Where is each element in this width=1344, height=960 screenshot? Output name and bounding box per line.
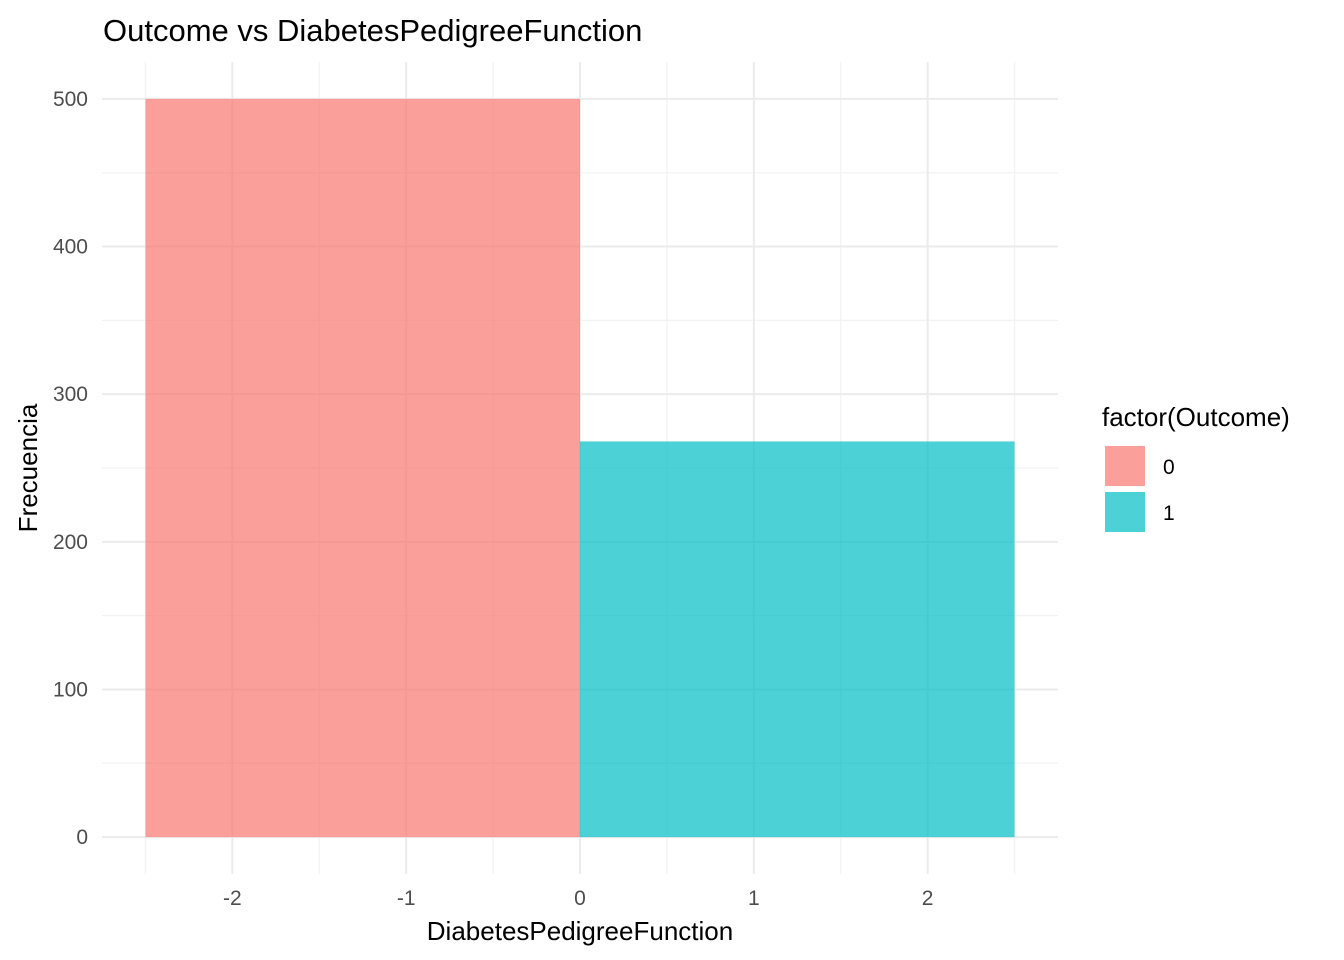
x-axis-title: DiabetesPedigreeFunction — [427, 916, 733, 946]
y-axis-title: Frecuencia — [13, 403, 43, 532]
x-tick-label: 2 — [922, 887, 934, 910]
legend-label-1: 1 — [1163, 502, 1175, 525]
bars — [145, 98, 1015, 838]
legend-title: factor(Outcome) — [1102, 402, 1290, 432]
legend-label-0: 0 — [1163, 456, 1175, 479]
y-tick-label: 0 — [76, 826, 88, 849]
y-tick-label: 500 — [53, 88, 88, 111]
y-tick-label: 100 — [53, 678, 88, 701]
x-tick-label: 1 — [748, 887, 760, 910]
legend-key-1 — [1103, 490, 1147, 534]
y-tick-label: 400 — [53, 236, 88, 259]
y-axis-ticks: 0 100 200 300 400 500 — [53, 88, 88, 849]
y-tick-label: 300 — [53, 383, 88, 406]
legend: factor(Outcome) 0 1 — [1102, 402, 1290, 534]
bar-outcome-0 — [145, 98, 581, 838]
x-axis-ticks: -2 -1 0 1 2 — [223, 887, 933, 910]
x-tick-label: -2 — [223, 887, 242, 910]
x-tick-label: -1 — [397, 887, 416, 910]
x-tick-label: 0 — [574, 887, 586, 910]
legend-key-0 — [1103, 444, 1147, 488]
y-tick-label: 200 — [53, 531, 88, 554]
chart-title: Outcome vs DiabetesPedigreeFunction — [103, 13, 642, 48]
bar-outcome-1 — [580, 441, 1015, 838]
